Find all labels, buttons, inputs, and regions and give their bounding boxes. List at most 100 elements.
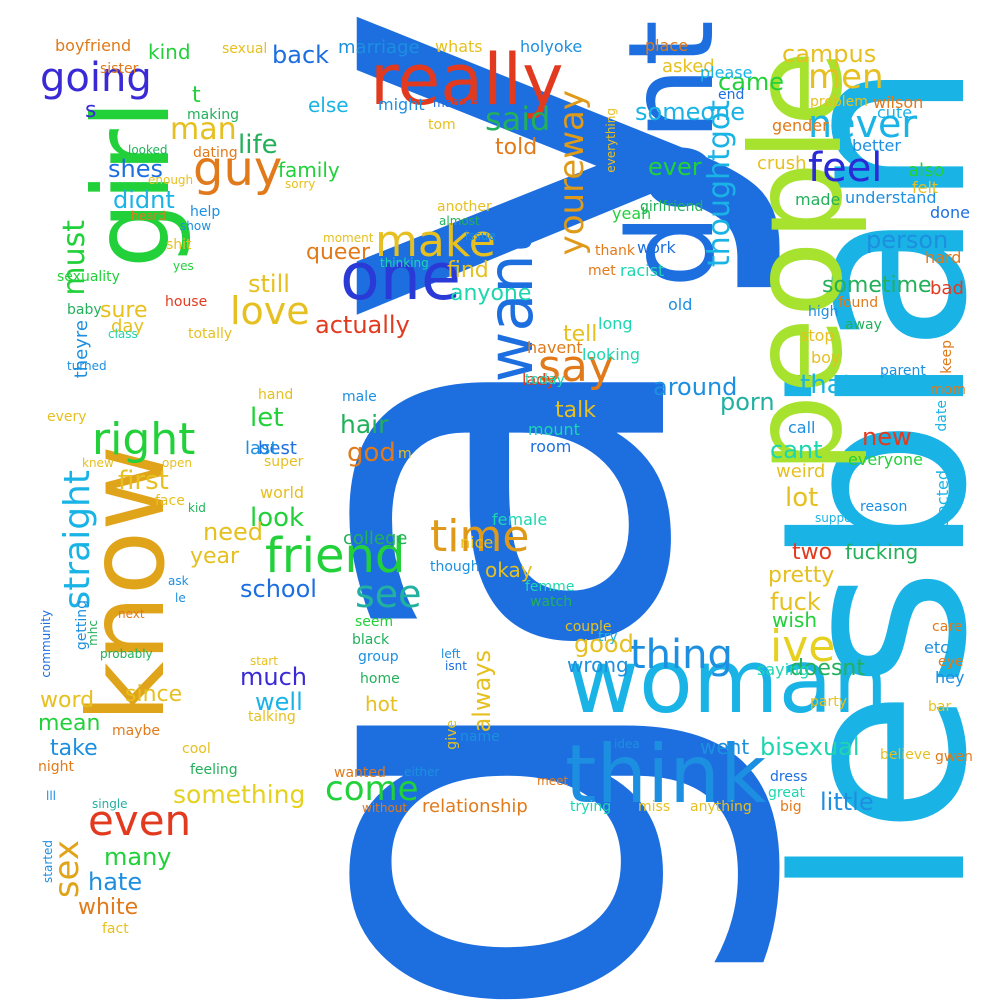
word-lady: lady: [522, 370, 556, 389]
word-also: also: [908, 160, 945, 181]
word-hey: hey: [935, 668, 965, 687]
word-person: person: [866, 226, 949, 254]
word-see: see: [355, 572, 422, 616]
word-eye: eye: [938, 654, 964, 670]
word-thinking: thinking: [380, 256, 429, 270]
word-relationship: relationship: [422, 796, 528, 817]
word-place: place: [645, 36, 689, 55]
word-open: open: [162, 456, 192, 470]
word-everyone: everyone: [848, 450, 923, 469]
word-sometime: sometime: [822, 273, 932, 298]
word-made: made: [795, 190, 841, 209]
word-god: god: [347, 438, 396, 468]
word-pretty: pretty: [768, 563, 835, 588]
word-shit: shit: [166, 237, 192, 253]
word-great: great: [768, 785, 806, 801]
word-dating: dating: [193, 145, 238, 161]
word-best: best: [258, 438, 297, 459]
word-bad: bad: [930, 278, 964, 299]
word-came: came: [718, 68, 785, 96]
word-miss: miss: [638, 799, 671, 815]
word-friend: friend: [265, 528, 406, 584]
word-away: away: [845, 317, 882, 333]
word-hate: hate: [88, 868, 143, 896]
word-word: word: [40, 688, 95, 713]
word-first: first: [118, 466, 169, 496]
word-moment: moment: [323, 231, 374, 245]
word-bar: bar: [928, 699, 952, 715]
word-something: something: [173, 780, 306, 809]
word-need: need: [203, 518, 263, 546]
word-else: else: [308, 93, 349, 117]
word-really: really: [370, 39, 564, 121]
word-though: though: [430, 559, 480, 575]
word-femme: femme: [525, 579, 575, 595]
word-looked: looked: [128, 143, 168, 157]
word-bisexual: bisexual: [760, 733, 860, 761]
word-done: done: [930, 203, 970, 222]
word-right: right: [92, 414, 196, 465]
word-doesnt: doesnt: [790, 656, 865, 681]
word-name: name: [460, 729, 500, 745]
word-met: met: [588, 263, 616, 279]
word-hair: hair: [340, 410, 389, 439]
word-male: male: [342, 389, 377, 405]
word-wanted: wanted: [334, 765, 386, 781]
word-sister: sister: [100, 61, 139, 77]
word-looking: looking: [582, 345, 641, 364]
word-marriage: marriage: [338, 37, 420, 58]
word-boyfriend: boyfriend: [55, 36, 132, 55]
word-face: face: [155, 493, 185, 509]
word-man: man: [170, 112, 237, 147]
word-sex: sex: [47, 840, 87, 899]
word-tell: tell: [563, 322, 598, 347]
word-m: m: [398, 446, 412, 462]
word-please: please: [700, 63, 753, 82]
word-understand: understand: [845, 188, 937, 207]
word-men: men: [808, 57, 884, 97]
word-let: let: [250, 403, 284, 433]
word-isnt: isnt: [445, 659, 467, 673]
word-weird: weird: [776, 461, 826, 482]
word-one: one: [340, 240, 461, 315]
word-community: community: [39, 610, 53, 678]
word-maybe: maybe: [112, 723, 161, 739]
word-since: since: [125, 682, 183, 707]
word-try: try: [598, 629, 618, 645]
word-fuck: fuck: [770, 588, 821, 616]
word-mount: mount: [528, 420, 580, 439]
word-queer: queer: [306, 240, 371, 265]
word-last: last: [245, 438, 278, 459]
word-never: never: [808, 102, 917, 146]
word-seem: seem: [355, 614, 394, 630]
word-say: say: [538, 341, 614, 392]
word-time: time: [430, 511, 530, 562]
word-meet: meet: [537, 774, 569, 788]
word-havent: havent: [527, 338, 583, 357]
word-anything: anything: [690, 799, 752, 815]
word-always: always: [468, 650, 496, 733]
word-went: went: [700, 735, 750, 759]
word-guy: guy: [193, 141, 283, 197]
word-sorry: sorry: [285, 177, 316, 191]
word-left: left: [441, 647, 461, 661]
word-holyoke: holyoke: [520, 37, 583, 56]
word-whats: whats: [435, 37, 483, 56]
word-racist: racist: [620, 261, 665, 280]
word-end: end: [718, 87, 745, 103]
word-well: well: [255, 688, 303, 716]
word-work: work: [637, 238, 676, 257]
word-party: party: [810, 694, 847, 710]
word-actually: actually: [315, 311, 410, 339]
word-thing: thing: [630, 632, 733, 678]
word-group: group: [358, 649, 399, 665]
word-thats: thats: [800, 370, 867, 400]
word-youreway: youreway: [552, 90, 592, 256]
word-le: le: [175, 591, 186, 605]
word-much: much: [240, 663, 307, 691]
word-new: new: [862, 423, 912, 451]
word-kid: kid: [188, 501, 206, 515]
word-still: still: [248, 270, 290, 298]
word-baby: baby: [67, 302, 102, 318]
word-make: make: [375, 216, 496, 267]
